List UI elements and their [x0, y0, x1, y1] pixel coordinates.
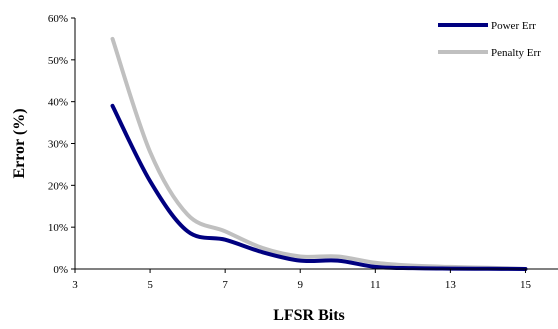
- legend-label-power-err: Power Err: [491, 20, 536, 32]
- y-tick-label: 10%: [48, 222, 68, 234]
- axes-layer: 0% 10% 20% 30% 40% 50% 60% 3 5 7 9 11 13 15: [48, 13, 558, 291]
- x-tick-label: 9: [297, 279, 303, 291]
- y-tick-label: 50%: [48, 55, 68, 67]
- series-layer: [110, 36, 528, 271]
- x-tick-label: 7: [222, 279, 228, 291]
- series-line-power-err: [110, 103, 528, 271]
- y-tick-label: 30%: [48, 139, 68, 151]
- legend-label-penalty-err: Penalty Err: [491, 47, 541, 59]
- x-tick-label: 5: [147, 279, 153, 291]
- x-tick-label: 3: [72, 279, 78, 291]
- x-tick-label: 13: [445, 279, 457, 291]
- y-tick-label: 20%: [48, 180, 68, 192]
- y-axis-title: Error (%): [11, 108, 28, 178]
- y-tick-label: 0%: [53, 264, 68, 276]
- y-tick-label: 40%: [48, 97, 68, 109]
- legend: Power Err Penalty Err: [438, 20, 541, 59]
- x-tick-label: 11: [370, 279, 381, 291]
- y-tick-label: 60%: [48, 13, 68, 25]
- x-axis-title: LFSR Bits: [273, 307, 345, 324]
- x-tick-label: 15: [520, 279, 532, 291]
- series-line-penalty-err: [110, 36, 528, 271]
